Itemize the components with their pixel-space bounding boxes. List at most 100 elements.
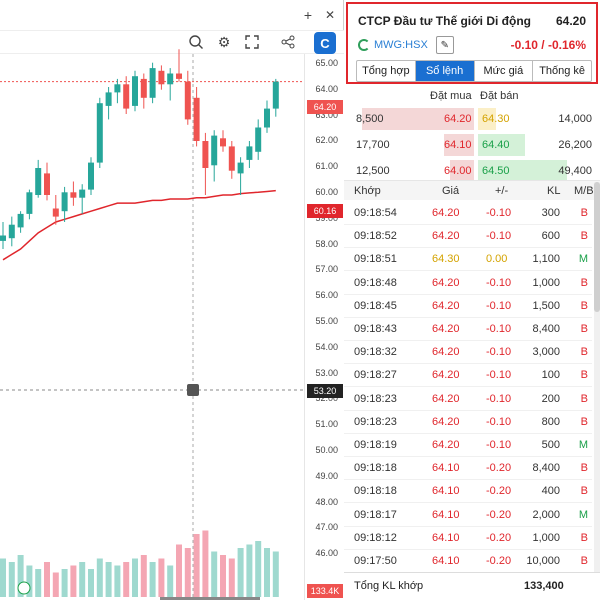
panel-tabs: Tổng hợp Sổ lệnh Mức giá Thống kê [356,60,592,82]
trade-time: 09:18:18 [354,462,397,475]
volume-bar [132,558,138,597]
trade-side: M [578,508,588,521]
share-icon[interactable] [278,32,298,52]
volume-bar [114,565,121,597]
candle-body [202,141,209,168]
pencil-icon[interactable]: ✎ [435,36,454,54]
tab-so-lenh[interactable]: Sổ lệnh [415,61,475,81]
header-volume: KL [547,185,561,197]
trade-row[interactable]: 09:18:54 64.20 -0.10 300 B [344,202,592,225]
orderbook-row[interactable]: 8,500 64.20 64.30 14,000 [350,108,598,130]
bid-depth-bar [450,160,474,182]
candle-body [264,108,270,128]
header-buy: Đặt mua [430,90,472,102]
trades-scrollbar[interactable] [594,182,600,572]
tab-muc-gia[interactable]: Mức giá [475,61,534,81]
trade-change: -0.10 [486,299,512,312]
trade-time: 09:18:27 [354,369,397,382]
trade-time: 09:18:54 [354,207,397,219]
volume-bar [149,562,156,597]
symbol-label[interactable]: MWG:HSX [374,39,428,51]
orderbook-header: Đặt mua Đặt bán [344,88,600,106]
bid-depth-bar [444,134,474,156]
trade-row[interactable]: 09:18:23 64.20 -0.10 800 B [344,411,592,434]
tab-tong-hop[interactable]: Tổng hợp [357,61,416,81]
tab-thong-ke[interactable]: Thống kê [539,65,586,77]
trade-volume: 1,000 [532,276,560,289]
trade-price: 64.20 [432,323,460,335]
ask-depth-bar [478,160,567,182]
close-icon[interactable]: ✕ [324,8,336,22]
trade-time: 09:17:50 [354,555,397,567]
price-tick: 54.00 [315,341,338,352]
header-time: Khớp [354,185,381,197]
trade-change: -0.10 [486,392,512,405]
candle-body [44,173,50,195]
stock-info-box: CTCP Đầu tư Thế giới Di động 64.20 MWG:H… [346,2,598,84]
trade-price: 64.30 [432,253,460,266]
trade-price: 64.20 [432,439,460,451]
trade-time: 09:18:43 [354,323,397,335]
price-axis: 65.0064.0063.0062.0061.0060.0059.0058.00… [304,54,344,600]
trade-row[interactable]: 09:17:50 64.10 -0.20 10,000 B [344,550,592,573]
trade-change: -0.10 [486,323,512,335]
last-price: 64.20 [555,14,586,28]
price-tick: 61.00 [315,161,338,172]
trade-volume: 8,400 [532,323,560,335]
trade-time: 09:18:18 [354,485,397,498]
trade-side: M [578,439,588,451]
trade-row[interactable]: 09:18:23 64.20 -0.10 200 B [344,388,592,411]
magnify-icon[interactable] [186,32,206,52]
trade-side: B [580,369,588,382]
bid-volume: 17,700 [356,139,390,151]
trade-row[interactable]: 09:18:18 64.10 -0.20 400 B [344,480,592,504]
plus-icon[interactable]: + [303,7,313,23]
trade-row[interactable]: 09:18:48 64.20 -0.10 1,000 B [344,272,592,295]
trade-row[interactable]: 09:18:27 64.20 -0.10 100 B [344,364,592,388]
fullscreen-icon[interactable] [242,32,262,52]
trade-row[interactable]: 09:18:17 64.10 -0.20 2,000 M [344,504,592,527]
trade-side: B [580,230,588,243]
price-tick: 53.00 [315,367,338,378]
trade-row[interactable]: 09:18:19 64.20 -0.10 500 M [344,434,592,457]
volume-bar [44,562,50,597]
candle-body [193,97,200,141]
volume-bar [158,558,165,597]
bid-price: 64.10 [444,139,472,151]
trade-price: 64.20 [432,369,460,382]
symbol-row[interactable]: MWG:HSX ✎ [358,36,454,54]
trade-row[interactable]: 09:18:18 64.10 -0.20 8,400 B [344,457,592,481]
trade-row[interactable]: 09:18:45 64.20 -0.10 1,500 B [344,295,592,318]
gear-icon[interactable]: ⚙ [217,33,231,50]
trade-row[interactable]: 09:18:12 64.10 -0.20 1,000 B [344,527,592,550]
trade-row[interactable]: 09:18:43 64.20 -0.10 8,400 B [344,318,592,341]
trade-time: 09:18:45 [354,299,397,312]
candle-body [26,192,33,214]
trade-row[interactable]: 09:18:51 64.30 0.00 1,100 M [344,248,592,272]
trade-side: B [580,392,588,405]
price-tick: 65.00 [315,58,338,68]
trade-volume: 1,000 [532,531,560,544]
candle-body [123,84,130,109]
price-tick: 60.00 [315,187,338,197]
volume-bar [96,558,103,597]
orderbook-row[interactable]: 12,500 64.00 64.50 49,400 [350,160,598,182]
price-tick: 57.00 [315,264,338,275]
volume-bar [255,541,262,597]
trade-row[interactable]: 09:18:52 64.20 -0.10 600 B [344,225,592,249]
trade-price: 64.10 [432,531,460,544]
price-tick: 47.00 [315,522,338,533]
price-tick: 50.00 [315,445,338,455]
moving-average-line [2,189,276,261]
volume-bar [167,565,174,597]
chart-toolbar-top: + ✕ [0,0,344,30]
brand-logo-icon[interactable]: C [314,32,336,54]
trade-row[interactable]: 09:18:32 64.20 -0.10 3,000 B [344,341,592,365]
scroll-thumb[interactable] [594,182,600,312]
trade-volume: 400 [541,485,560,498]
trade-time: 09:18:32 [354,346,397,359]
volume-bar [272,551,279,597]
orderbook-row[interactable]: 17,700 64.10 64.40 26,200 [350,134,598,156]
price-chart[interactable]: + ✕ ⚙ C 65.0064.0063.0062.0061.0060.0059… [0,0,344,600]
trade-volume: 600 [541,230,560,243]
